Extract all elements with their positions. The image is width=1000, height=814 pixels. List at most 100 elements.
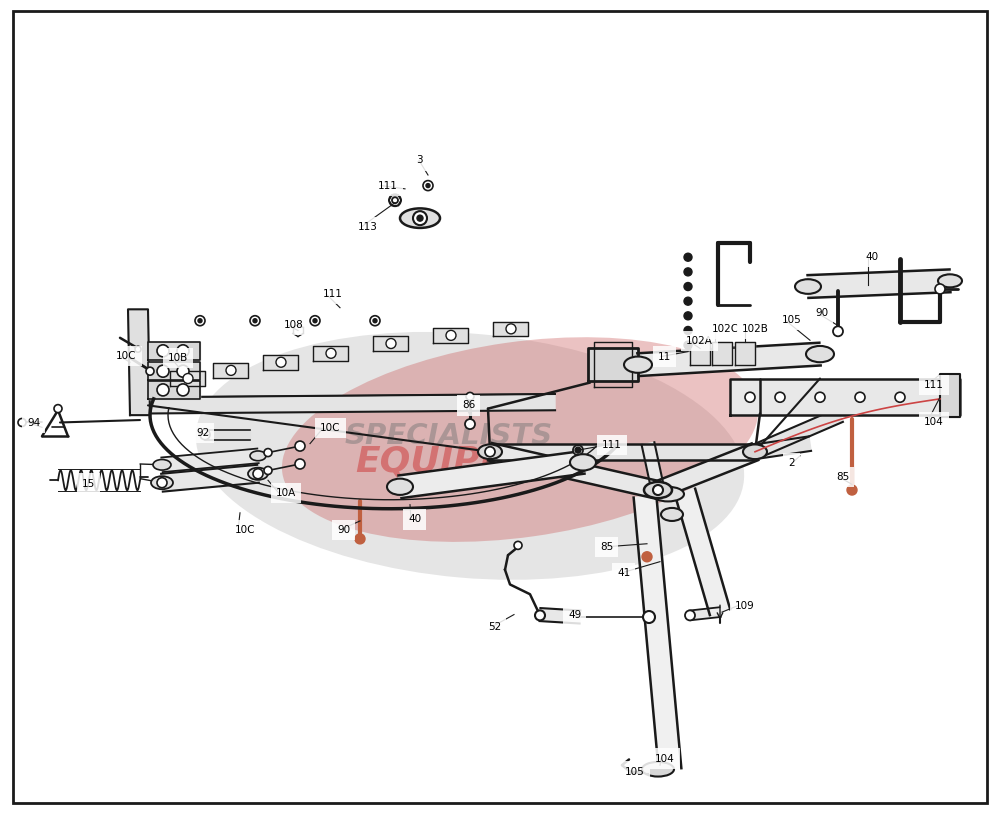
Circle shape xyxy=(847,485,857,495)
Polygon shape xyxy=(754,436,811,459)
Ellipse shape xyxy=(387,479,413,495)
Circle shape xyxy=(392,197,398,204)
Polygon shape xyxy=(642,442,664,492)
Text: 105: 105 xyxy=(625,767,645,777)
Circle shape xyxy=(386,339,396,348)
Circle shape xyxy=(684,326,692,335)
Polygon shape xyxy=(940,374,960,417)
Polygon shape xyxy=(170,371,205,386)
Circle shape xyxy=(514,541,522,549)
Circle shape xyxy=(370,316,380,326)
Ellipse shape xyxy=(248,467,268,480)
Polygon shape xyxy=(712,342,732,365)
Ellipse shape xyxy=(743,444,767,459)
Circle shape xyxy=(684,268,692,276)
Text: 41: 41 xyxy=(617,568,630,578)
Circle shape xyxy=(895,392,905,402)
Polygon shape xyxy=(690,342,710,365)
Polygon shape xyxy=(808,269,950,298)
Polygon shape xyxy=(637,343,821,376)
Text: 113: 113 xyxy=(358,222,378,232)
Polygon shape xyxy=(675,488,730,615)
Polygon shape xyxy=(373,336,408,351)
Ellipse shape xyxy=(938,274,962,287)
Text: 85: 85 xyxy=(836,472,849,482)
Text: 52: 52 xyxy=(488,622,501,632)
Ellipse shape xyxy=(642,762,674,777)
Polygon shape xyxy=(433,328,468,343)
Ellipse shape xyxy=(661,508,683,521)
Text: 90: 90 xyxy=(815,309,828,318)
Text: 102A: 102A xyxy=(686,336,713,346)
Polygon shape xyxy=(730,379,960,415)
Circle shape xyxy=(684,341,692,349)
Ellipse shape xyxy=(151,476,173,489)
Circle shape xyxy=(373,319,377,322)
Circle shape xyxy=(935,284,945,294)
Circle shape xyxy=(157,365,169,377)
Text: 104: 104 xyxy=(655,754,675,764)
Ellipse shape xyxy=(400,208,440,228)
Text: 40: 40 xyxy=(865,252,878,262)
Polygon shape xyxy=(752,409,843,458)
Polygon shape xyxy=(490,444,755,460)
Circle shape xyxy=(684,282,692,291)
Text: 10A: 10A xyxy=(276,488,296,498)
Circle shape xyxy=(250,316,260,326)
Polygon shape xyxy=(313,346,348,361)
Circle shape xyxy=(833,326,843,336)
Text: 10C: 10C xyxy=(235,525,256,535)
Circle shape xyxy=(685,610,695,620)
Circle shape xyxy=(326,348,336,358)
Circle shape xyxy=(264,466,272,475)
Circle shape xyxy=(183,374,193,383)
Text: 105: 105 xyxy=(782,315,802,325)
Ellipse shape xyxy=(196,332,744,580)
Polygon shape xyxy=(145,394,555,414)
Circle shape xyxy=(465,419,475,429)
Circle shape xyxy=(506,324,516,334)
Circle shape xyxy=(417,215,423,221)
Circle shape xyxy=(643,611,655,623)
Circle shape xyxy=(775,392,785,402)
Polygon shape xyxy=(493,322,528,336)
Text: 10B: 10B xyxy=(168,353,188,363)
Circle shape xyxy=(573,445,583,455)
Polygon shape xyxy=(128,309,150,415)
Polygon shape xyxy=(398,451,585,498)
Text: 108: 108 xyxy=(284,320,304,330)
Circle shape xyxy=(313,319,317,322)
Polygon shape xyxy=(263,355,298,370)
Text: 2: 2 xyxy=(788,458,795,468)
Ellipse shape xyxy=(795,279,821,294)
Circle shape xyxy=(253,319,257,322)
Text: 111: 111 xyxy=(602,440,622,450)
Circle shape xyxy=(177,384,189,396)
Circle shape xyxy=(253,469,263,479)
Polygon shape xyxy=(689,607,721,620)
Circle shape xyxy=(423,181,433,190)
Ellipse shape xyxy=(624,357,652,373)
Circle shape xyxy=(310,316,320,326)
Circle shape xyxy=(413,211,427,225)
Polygon shape xyxy=(540,608,580,624)
Circle shape xyxy=(535,610,545,620)
Circle shape xyxy=(177,345,189,357)
Polygon shape xyxy=(213,363,248,378)
Circle shape xyxy=(200,430,210,440)
Ellipse shape xyxy=(806,346,834,362)
Circle shape xyxy=(135,346,141,352)
Polygon shape xyxy=(161,465,259,492)
Polygon shape xyxy=(588,348,638,381)
Circle shape xyxy=(226,365,236,375)
Circle shape xyxy=(157,345,169,357)
Circle shape xyxy=(684,312,692,320)
Circle shape xyxy=(276,357,286,367)
Polygon shape xyxy=(655,444,758,498)
Circle shape xyxy=(426,184,430,187)
Text: SPECIALISTS: SPECIALISTS xyxy=(345,422,553,450)
Circle shape xyxy=(575,447,581,453)
Polygon shape xyxy=(205,430,250,440)
Circle shape xyxy=(684,297,692,305)
Circle shape xyxy=(157,478,167,488)
